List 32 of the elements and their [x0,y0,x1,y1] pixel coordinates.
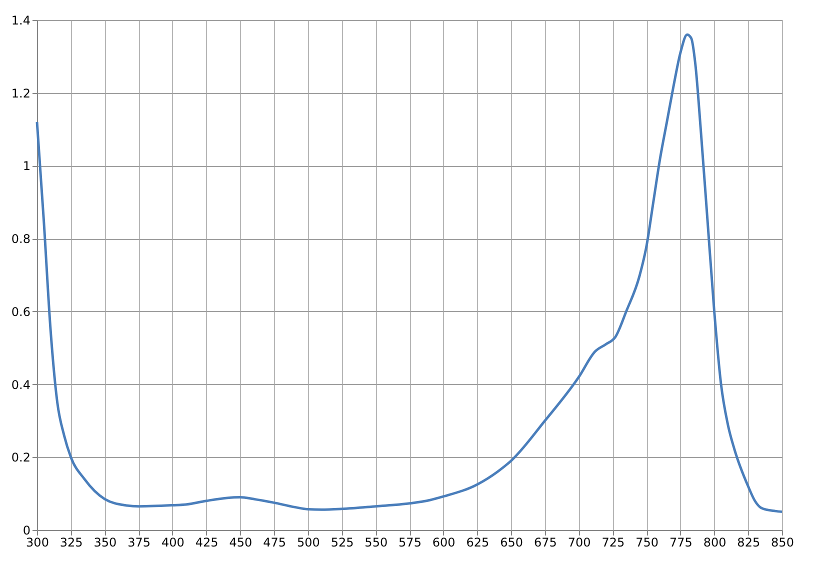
x-tick-label: 800 [703,536,726,550]
x-tick-label: 525 [330,536,354,550]
x-tick-label: 400 [162,536,184,550]
x-tick-label: 550 [364,536,388,550]
x-tick-label: 850 [771,536,794,550]
x-tick-label: 375 [128,536,151,550]
line-series [36,33,784,514]
x-tick-label: 600 [432,536,456,550]
x-tick-label: 625 [466,536,490,550]
x-tick-label: 650 [500,536,524,550]
x-tick-label: 450 [229,536,252,550]
x-tick-label: 700 [568,536,591,550]
x-tick-label: 675 [534,536,557,550]
x-tick-label: 475 [263,536,286,550]
y-tick-label: 0.8 [11,232,30,246]
x-tick-label: 300 [26,536,49,550]
y-tick-label: 1.4 [11,14,30,28]
x-tick-label: 500 [296,536,320,550]
y-tick-label: 0 [22,524,30,538]
y-tick-label: 1.2 [11,86,30,100]
x-tick-label: 775 [669,536,692,550]
x-tick-label: 750 [636,536,658,550]
y-tick-label: 1 [22,159,30,174]
x-tick-label: 325 [60,536,83,550]
x-tick-label: 825 [737,536,760,550]
x-tick-label: 350 [94,536,117,550]
x-tick-label: 575 [398,536,422,550]
x-tick-label: 725 [602,536,625,550]
x-tick-label: 425 [195,536,218,550]
y-tick-label: 0.2 [11,450,30,465]
y-tick-label: 0.6 [11,304,30,319]
y-tick-label: 0.4 [11,378,30,392]
